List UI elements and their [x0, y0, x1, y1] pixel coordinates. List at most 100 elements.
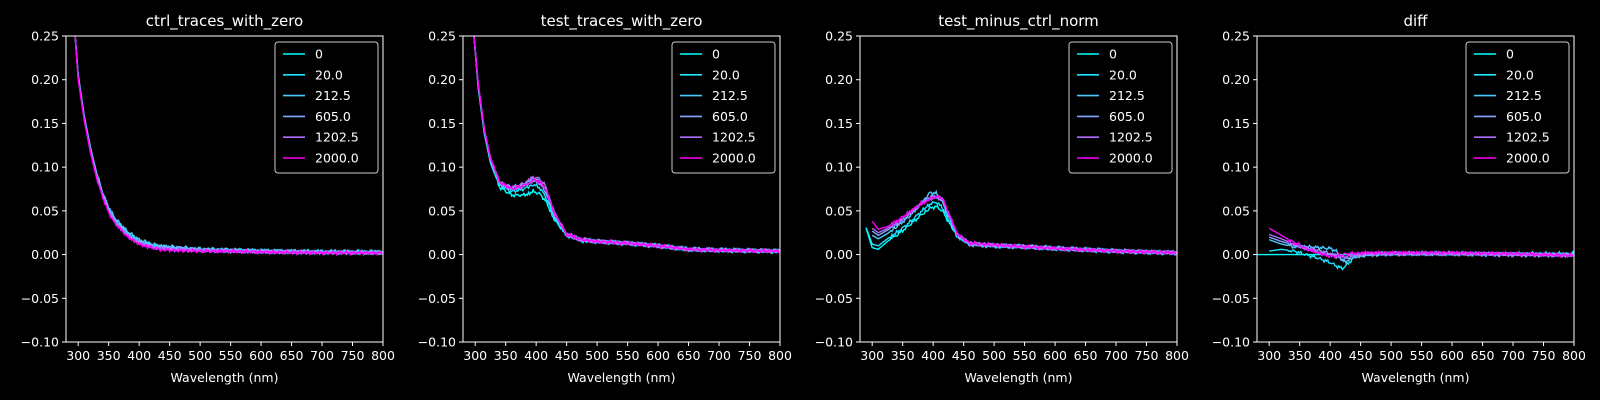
- y-tick-label: −0.10: [418, 335, 456, 350]
- y-tick-label: 0.00: [428, 247, 456, 262]
- x-tick-label: 750: [1532, 348, 1556, 363]
- y-tick-label: −0.10: [1212, 335, 1250, 350]
- legend-entry: 20.0: [1506, 67, 1534, 82]
- chart-title: diff: [1403, 12, 1428, 30]
- series-group: [74, 36, 383, 257]
- x-tick-label: 450: [158, 348, 182, 363]
- x-tick-label: 400: [127, 348, 151, 363]
- y-tick-label: 0.20: [428, 72, 456, 87]
- x-tick-label: 600: [249, 348, 273, 363]
- chart-title: test_traces_with_zero: [541, 12, 703, 31]
- x-tick-label: 350: [97, 348, 121, 363]
- legend-entry: 605.0: [712, 109, 748, 124]
- legend-entry: 2000.0: [712, 151, 756, 166]
- y-tick-label: 0.25: [31, 29, 59, 44]
- x-tick-label: 400: [921, 348, 945, 363]
- axes-frame: [859, 35, 1178, 343]
- series-group: [1257, 227, 1574, 271]
- legend: 0 20.0 212.5 605.0 1202.5 2000.0: [1465, 41, 1570, 174]
- x-tick-label: 350: [891, 348, 915, 363]
- chart-panel-0: ctrl_traces_with_zero 300 350 400 450 500 550 6…: [21, 12, 395, 385]
- y-tick-label: 0.05: [31, 203, 59, 218]
- x-tick-label: 450: [555, 348, 579, 363]
- y-tick-label: 0.05: [428, 203, 456, 218]
- x-tick-label: 550: [1410, 348, 1434, 363]
- x-tick-label: 650: [280, 348, 304, 363]
- x-tick-label: 350: [494, 348, 518, 363]
- x-tick-label: 500: [982, 348, 1006, 363]
- series-line-5: [1268, 227, 1574, 260]
- x-tick-label: 800: [1562, 348, 1586, 363]
- y-tick-label: −0.05: [418, 291, 456, 306]
- legend-entry: 0: [315, 47, 323, 62]
- legend-entry: 212.5: [1506, 88, 1542, 103]
- legend-entry: 212.5: [712, 88, 748, 103]
- chart-panel-2: test_minus_ctrl_norm 300 350 400 450 500 550 60…: [815, 12, 1189, 385]
- x-tick-label: 400: [1318, 348, 1342, 363]
- x-tick-label: 650: [1471, 348, 1495, 363]
- series-line-5: [473, 36, 780, 254]
- legend-entry: 2000.0: [315, 151, 359, 166]
- x-tick-label: 700: [707, 348, 731, 363]
- x-tick-label: 750: [1135, 348, 1159, 363]
- y-tick-label: 0.25: [825, 29, 853, 44]
- legend-entry: 212.5: [1109, 88, 1145, 103]
- x-tick-label: 500: [1379, 348, 1403, 363]
- axes-frame: [1256, 35, 1575, 343]
- y-tick-label: 0.00: [825, 247, 853, 262]
- y-tick-label: −0.10: [815, 335, 853, 350]
- x-tick-label: 600: [646, 348, 670, 363]
- x-tick-label: 800: [1165, 348, 1189, 363]
- y-tick-label: 0.15: [31, 116, 59, 131]
- x-tick-label: 450: [1349, 348, 1373, 363]
- y-tick-label: 0.05: [825, 203, 853, 218]
- legend-entry: 1202.5: [712, 130, 756, 145]
- x-tick-label: 700: [310, 348, 334, 363]
- y-tick-label: 0.15: [1222, 116, 1250, 131]
- y-tick-label: 0.20: [31, 72, 59, 87]
- legend-entry: 0: [1109, 47, 1117, 62]
- x-tick-label: 550: [219, 348, 243, 363]
- chart-title: ctrl_traces_with_zero: [146, 12, 303, 31]
- x-axis-label: Wavelength (nm): [171, 370, 279, 385]
- y-tick-label: 0.15: [825, 116, 853, 131]
- x-axis-label: Wavelength (nm): [568, 370, 676, 385]
- chart-panel-1: test_traces_with_zero 300 350 400 450 500 550 6…: [418, 12, 792, 385]
- y-tick-label: −0.10: [21, 335, 59, 350]
- x-tick-label: 700: [1104, 348, 1128, 363]
- series-line-5: [871, 194, 1177, 256]
- x-tick-label: 350: [1288, 348, 1312, 363]
- x-tick-label: 600: [1440, 348, 1464, 363]
- y-tick-label: −0.05: [21, 291, 59, 306]
- x-tick-label: 400: [524, 348, 548, 363]
- x-tick-label: 550: [1013, 348, 1037, 363]
- legend-entry: 0: [712, 47, 720, 62]
- legend-entry: 0: [1506, 47, 1514, 62]
- y-tick-label: −0.05: [1212, 291, 1250, 306]
- y-tick-label: 0.25: [1222, 29, 1250, 44]
- x-tick-label: 500: [585, 348, 609, 363]
- x-tick-label: 300: [66, 348, 90, 363]
- x-tick-label: 800: [768, 348, 792, 363]
- y-tick-label: 0.10: [1222, 160, 1250, 175]
- legend: 0 20.0 212.5 605.0 1202.5 2000.0: [671, 41, 776, 174]
- legend-entry: 1202.5: [315, 130, 359, 145]
- legend-entry: 605.0: [1506, 109, 1542, 124]
- y-tick-label: 0.15: [428, 116, 456, 131]
- legend-entry: 1202.5: [1506, 130, 1550, 145]
- axes-frame: [462, 35, 781, 343]
- y-tick-label: 0.00: [31, 247, 59, 262]
- y-tick-label: 0.10: [825, 160, 853, 175]
- x-tick-label: 650: [1074, 348, 1098, 363]
- x-tick-label: 300: [1257, 348, 1281, 363]
- y-tick-label: 0.10: [428, 160, 456, 175]
- y-tick-label: 0.20: [1222, 72, 1250, 87]
- y-tick-label: −0.05: [815, 291, 853, 306]
- series-group: [865, 189, 1177, 257]
- x-tick-label: 600: [1043, 348, 1067, 363]
- x-axis-label: Wavelength (nm): [1362, 370, 1470, 385]
- legend-entry: 20.0: [315, 67, 343, 82]
- x-tick-label: 750: [341, 348, 365, 363]
